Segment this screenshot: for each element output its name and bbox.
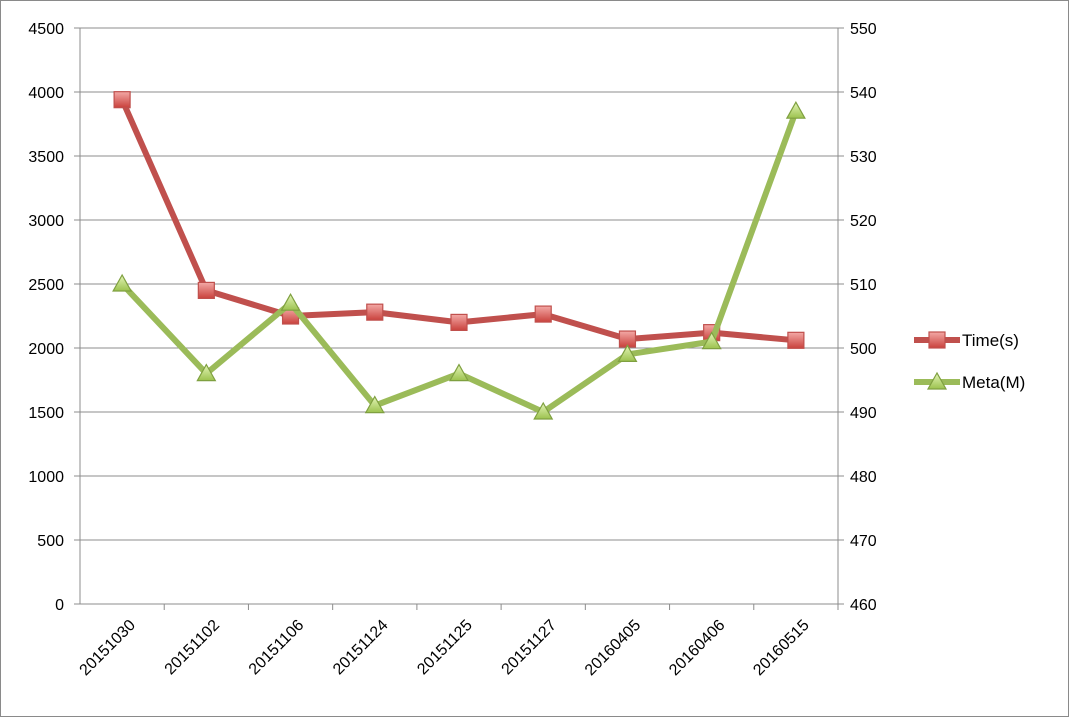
x-tick-label: 20160405 — [582, 617, 644, 679]
left-tick-label: 4500 — [28, 21, 64, 38]
right-tick-label: 480 — [850, 469, 877, 486]
left-tick-label: 3000 — [28, 213, 64, 230]
triangle-marker — [926, 371, 948, 390]
right-tick-label: 510 — [850, 277, 877, 294]
legend-item: Time(s) — [914, 331, 1019, 350]
x-tick-label: 20151125 — [414, 617, 476, 679]
legend-label: Meta(M) — [962, 373, 1025, 392]
x-tick-label: 20151124 — [330, 617, 392, 679]
x-axis-ticks: 20151030 20151102 20151106 20151124 20151125… — [77, 617, 813, 679]
legend: Time(s) Meta(M) — [914, 331, 1025, 392]
triangle-marker — [701, 331, 722, 350]
left-tick-label: 2500 — [28, 277, 64, 294]
left-tick-label: 500 — [37, 533, 64, 550]
right-tick-label: 520 — [850, 213, 877, 230]
triangle-marker — [617, 344, 638, 362]
legend-label: Time(s) — [962, 331, 1019, 350]
x-tick-label: 20151127 — [499, 617, 561, 679]
left-tick-label: 4000 — [28, 85, 64, 102]
right-tick-label: 470 — [850, 533, 877, 550]
right-tick-label: 490 — [850, 405, 877, 422]
square-marker — [197, 281, 215, 299]
triangle-marker — [785, 100, 806, 119]
right-tick-label: 540 — [850, 85, 877, 102]
right-tick-label: 460 — [850, 597, 877, 614]
triangle-marker — [364, 395, 385, 414]
left-axis-ticks: 0 500 1000 1500 2000 2500 3000 3500 4000 4500 — [28, 21, 64, 614]
left-tick-label: 2000 — [28, 341, 64, 358]
x-tick-label: 20160515 — [750, 617, 812, 679]
series — [112, 91, 806, 420]
right-axis-ticks: 460 470 480 490 500 510 520 530 540 550 — [850, 21, 877, 614]
x-tick-label: 20160406 — [666, 617, 728, 679]
grid-lines — [80, 27, 838, 541]
axes — [74, 27, 844, 610]
x-tick-label: 20151030 — [77, 617, 139, 679]
left-tick-label: 1500 — [28, 405, 64, 422]
left-tick-label: 0 — [55, 597, 64, 614]
square-marker — [787, 331, 805, 349]
left-tick-label: 3500 — [28, 149, 64, 166]
x-tick-label: 20151102 — [162, 617, 224, 679]
right-tick-label: 530 — [850, 149, 877, 166]
triangle-marker — [196, 363, 217, 382]
square-marker — [450, 313, 468, 331]
series-meta — [112, 100, 806, 420]
legend-item: Meta(M) — [914, 371, 1025, 392]
square-marker — [928, 331, 946, 349]
x-tick-label: 20151106 — [246, 617, 308, 679]
triangle-marker — [448, 363, 470, 382]
square-marker — [113, 91, 131, 109]
triangle-marker — [533, 401, 554, 420]
triangle-marker — [280, 292, 301, 311]
square-marker — [534, 305, 552, 323]
right-tick-label: 500 — [850, 341, 877, 358]
square-marker — [366, 303, 384, 321]
right-tick-label: 550 — [850, 21, 877, 38]
triangle-marker — [112, 273, 133, 292]
left-tick-label: 1000 — [28, 469, 64, 486]
